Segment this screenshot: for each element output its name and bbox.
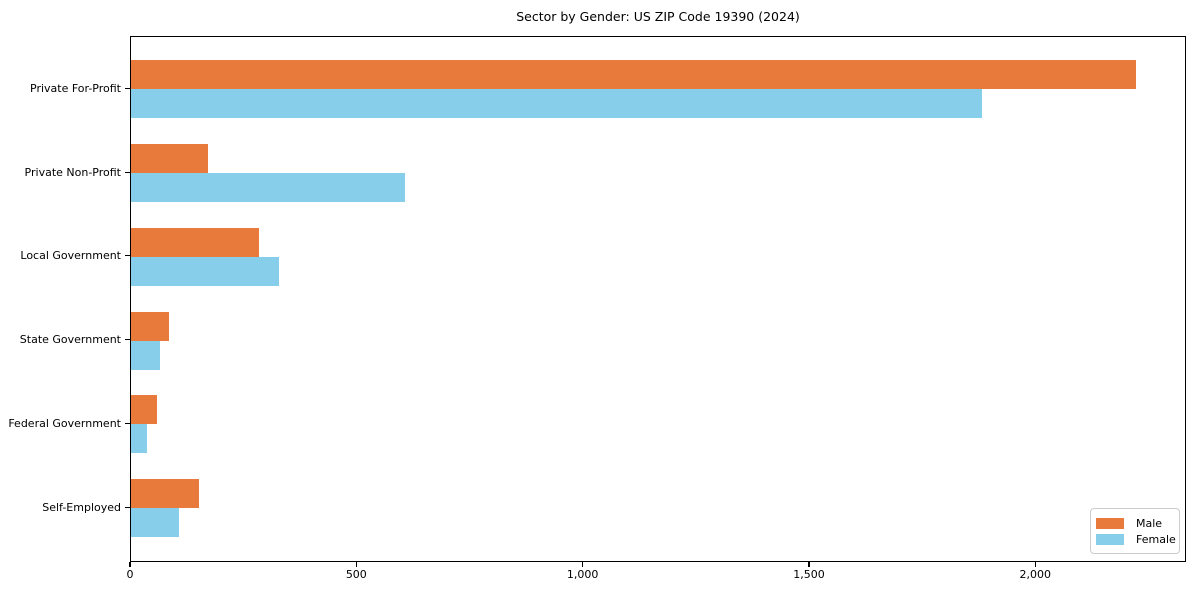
y-tick: [125, 506, 130, 508]
x-tick-label: 1,500: [793, 568, 825, 581]
y-tick-label: Local Government: [20, 249, 121, 263]
bar-male-6: [131, 479, 199, 508]
legend-swatch-female: [1096, 533, 1124, 545]
x-tick: [129, 562, 131, 567]
y-tick-label: State Government: [19, 333, 121, 347]
x-tick-label: 0: [126, 568, 134, 581]
bar-female-2: [131, 173, 405, 203]
x-tick-label: 2,000: [1019, 568, 1052, 581]
legend-item-female: Female: [1096, 531, 1176, 547]
bar-male-4: [131, 311, 169, 341]
y-tick-label: Self-Employed: [42, 500, 121, 514]
y-tick: [125, 339, 130, 341]
x-tick: [808, 562, 810, 567]
x-tick-label: 500: [345, 568, 367, 581]
bar-male-2: [131, 144, 208, 174]
bar-female-5: [131, 424, 147, 454]
plot-area: Male Female: [130, 36, 1186, 562]
y-tick: [125, 255, 130, 257]
bar-female-6: [131, 508, 180, 537]
x-tick: [582, 562, 584, 567]
legend-label: Female: [1136, 532, 1176, 546]
bar-female-4: [131, 340, 160, 370]
y-tick: [125, 171, 130, 173]
bar-female-1: [131, 89, 982, 119]
bar-male-5: [131, 395, 158, 425]
legend-label: Male: [1136, 516, 1163, 530]
x-tick: [1034, 562, 1036, 567]
legend: Male Female: [1090, 508, 1180, 554]
bar-male-1: [131, 60, 1136, 90]
x-tick-label: 1,000: [566, 568, 599, 581]
bar-female-3: [131, 256, 279, 286]
y-tick: [125, 422, 130, 424]
legend-swatch-male: [1096, 517, 1124, 529]
y-tick-label: Federal Government: [8, 416, 121, 430]
chart-title: Sector by Gender: US ZIP Code 19390 (202…: [516, 9, 800, 24]
bar-male-3: [131, 227, 259, 257]
y-tick-label: Private For-Profit: [30, 81, 121, 95]
x-tick: [355, 562, 357, 567]
legend-item-male: Male: [1096, 515, 1171, 531]
y-tick-label: Private Non-Profit: [24, 165, 121, 179]
y-tick: [125, 87, 130, 89]
